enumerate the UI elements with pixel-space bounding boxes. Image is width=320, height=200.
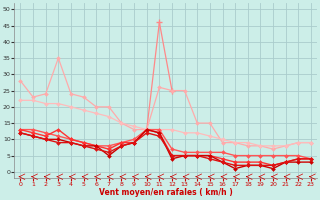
X-axis label: Vent moyen/en rafales ( km/h ): Vent moyen/en rafales ( km/h ) bbox=[99, 188, 233, 197]
